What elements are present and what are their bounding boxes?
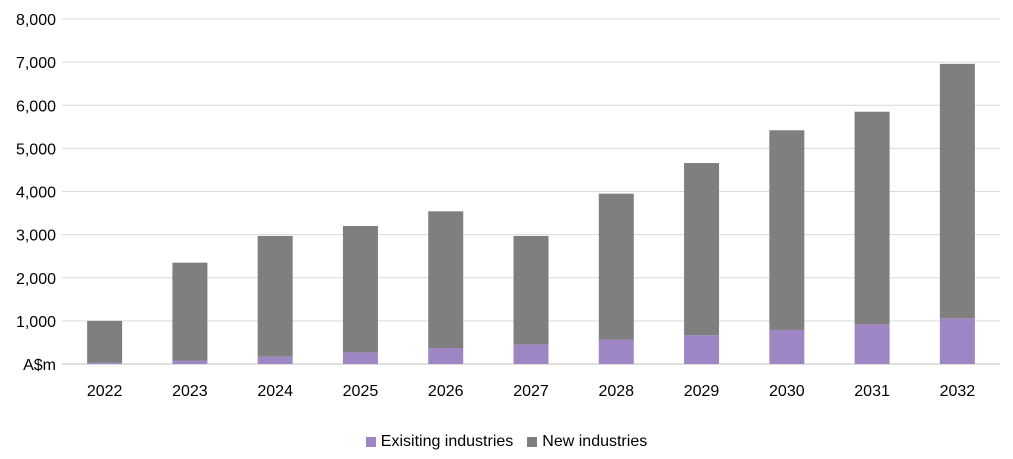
y-tick-label: 8,000 bbox=[16, 12, 56, 29]
x-tick-label: 2026 bbox=[428, 383, 464, 400]
x-tick-label: 2031 bbox=[854, 383, 890, 400]
bar-existing-industries bbox=[854, 324, 890, 364]
bar-new-industries bbox=[939, 63, 975, 319]
legend: Exisiting industries New industries bbox=[0, 433, 1013, 451]
y-tick-label: 5,000 bbox=[16, 141, 56, 158]
bar-existing-industries bbox=[257, 356, 293, 364]
bar-new-industries bbox=[513, 235, 549, 345]
x-tick-label: 2029 bbox=[684, 383, 720, 400]
bar-existing-industries bbox=[87, 362, 123, 364]
bar-new-industries bbox=[854, 111, 890, 325]
bar-new-industries bbox=[257, 235, 293, 357]
y-tick-label: 7,000 bbox=[16, 55, 56, 72]
bar-existing-industries bbox=[769, 329, 805, 364]
bar-existing-industries bbox=[939, 318, 975, 364]
y-tick-label: 1,000 bbox=[16, 314, 56, 331]
legend-label-existing: Exisiting industries bbox=[380, 433, 514, 450]
bar-existing-industries bbox=[172, 360, 208, 364]
bar-existing-industries bbox=[684, 335, 720, 364]
legend-item-existing: Exisiting industries bbox=[365, 433, 514, 451]
legend-item-new: New industries bbox=[527, 433, 647, 451]
bars bbox=[87, 63, 975, 364]
y-tick-label: A$m bbox=[23, 357, 56, 374]
y-axis-ticks: A$m 1,000 2,000 3,000 4,000 5,000 6,000 7,000 8,… bbox=[16, 12, 56, 374]
x-tick-label: 2028 bbox=[598, 383, 634, 400]
bar-new-industries bbox=[684, 163, 720, 336]
legend-swatch-new bbox=[527, 437, 538, 447]
bar-existing-industries bbox=[513, 344, 549, 364]
y-tick-label: 2,000 bbox=[16, 271, 56, 288]
bar-existing-industries bbox=[598, 339, 634, 364]
bar-new-industries bbox=[428, 211, 464, 349]
bar-new-industries bbox=[598, 193, 634, 340]
x-tick-label: 2024 bbox=[257, 383, 293, 400]
x-tick-label: 2022 bbox=[87, 383, 123, 400]
bar-existing-industries bbox=[428, 348, 464, 364]
x-tick-label: 2027 bbox=[513, 383, 549, 400]
x-tick-label: 2023 bbox=[172, 383, 208, 400]
x-tick-label: 2032 bbox=[940, 383, 976, 400]
bar-new-industries bbox=[769, 130, 805, 330]
y-tick-label: 6,000 bbox=[16, 98, 56, 115]
y-tick-label: 4,000 bbox=[16, 185, 56, 202]
x-axis-ticks: 2022 2023 2024 2025 2026 2027 2028 2029 2030 2031… bbox=[87, 383, 975, 400]
bar-new-industries bbox=[342, 226, 378, 353]
x-tick-label: 2030 bbox=[769, 383, 805, 400]
bar-new-industries bbox=[172, 262, 208, 361]
x-tick-label: 2025 bbox=[343, 383, 379, 400]
bar-new-industries bbox=[87, 320, 123, 363]
legend-swatch-existing bbox=[365, 437, 376, 447]
legend-label-new: New industries bbox=[542, 433, 648, 450]
chart-plot: A$m 1,000 2,000 3,000 4,000 5,000 6,000 7,000 8,… bbox=[16, 12, 1000, 400]
y-tick-label: 3,000 bbox=[16, 228, 56, 245]
bar-existing-industries bbox=[342, 352, 378, 364]
